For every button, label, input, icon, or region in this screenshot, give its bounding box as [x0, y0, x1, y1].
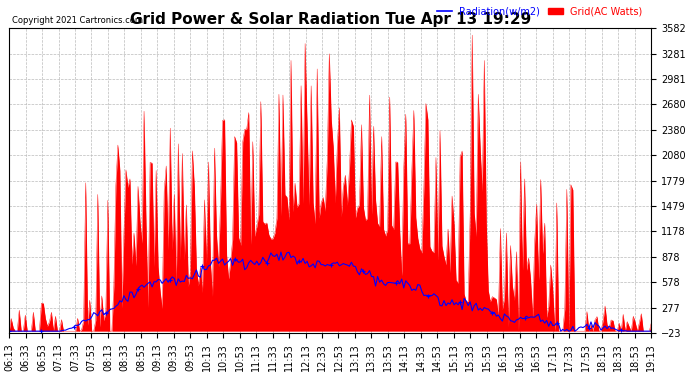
Legend: Radiation(w/m2), Grid(AC Watts): Radiation(w/m2), Grid(AC Watts) — [433, 3, 647, 20]
Title: Grid Power & Solar Radiation Tue Apr 13 19:29: Grid Power & Solar Radiation Tue Apr 13 … — [130, 12, 531, 27]
Text: Copyright 2021 Cartronics.com: Copyright 2021 Cartronics.com — [12, 16, 144, 25]
